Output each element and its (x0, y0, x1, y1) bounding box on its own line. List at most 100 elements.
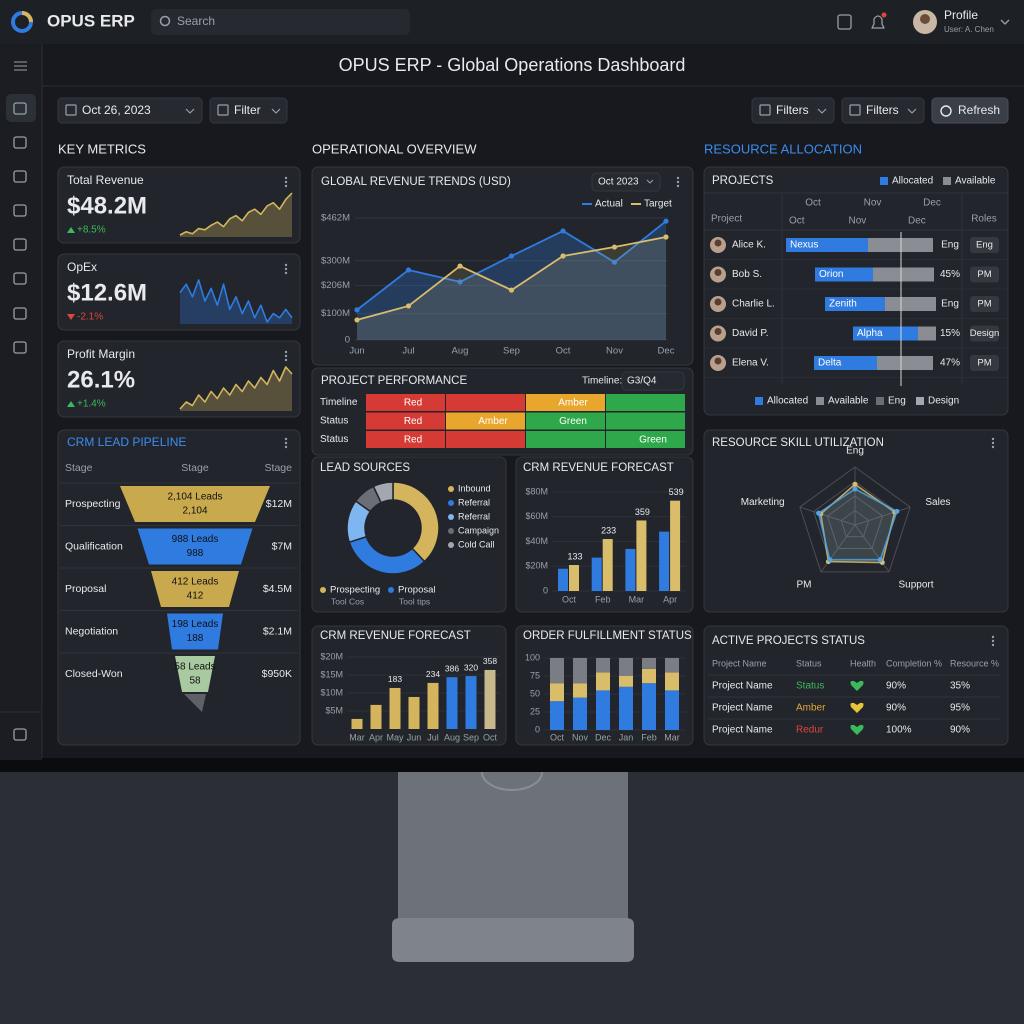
avatar-face (920, 14, 930, 24)
profile-user: User: A. Chen (944, 25, 994, 34)
avatar-face (714, 239, 722, 247)
filters-button-label[interactable]: Filters (776, 103, 809, 117)
stage-leads: 988 Leads (172, 534, 219, 545)
nav-icon[interactable] (13, 102, 27, 115)
bar-label: 359 (635, 507, 650, 517)
page-title: OPUS ERP - Global Operations Dashboard (339, 55, 686, 75)
bar-segment (573, 697, 587, 730)
nav-icon[interactable] (13, 272, 27, 285)
period-label[interactable]: Oct 2023 (598, 177, 639, 188)
project-name: Orion (819, 269, 843, 280)
sidebar (0, 44, 42, 760)
timeline-select[interactable] (621, 371, 685, 391)
stage-leads: 198 Leads (172, 619, 219, 630)
bar (465, 676, 477, 729)
search-box[interactable] (151, 9, 410, 35)
legend-swatch (755, 397, 763, 405)
legend-label: Inbound (458, 483, 491, 493)
menu-dots (991, 437, 995, 441)
column-header: Stage (65, 462, 93, 474)
nav-icon[interactable] (13, 136, 27, 149)
nav-icon[interactable] (13, 728, 27, 741)
column-header: Nov (849, 216, 867, 227)
stage-name: Negotiation (65, 625, 118, 637)
row-label: Status (320, 416, 348, 427)
project-name: Nexus (790, 240, 818, 251)
legend-label: Campaign (458, 525, 499, 535)
status: Redur (796, 725, 824, 736)
point (663, 218, 669, 224)
status-cell (446, 412, 525, 430)
filters-button-label[interactable]: Filters (866, 103, 899, 117)
allocation-detail: 45% (940, 269, 960, 280)
bar (558, 568, 568, 591)
calendar-icon[interactable] (837, 14, 852, 30)
timeline-value[interactable]: G3/Q4 (627, 376, 657, 387)
y-tick-label: 75 (530, 670, 540, 680)
trend-arrow (67, 401, 75, 407)
menu-dots (284, 271, 288, 275)
metric-value: $12.6M (67, 279, 147, 306)
refresh-button[interactable] (931, 97, 1009, 124)
x-tick-label: Nov (572, 732, 589, 742)
menu-dots (284, 358, 288, 362)
card (703, 429, 1009, 613)
nav-icon[interactable] (13, 204, 27, 217)
available-bar (918, 326, 936, 341)
card (57, 166, 301, 244)
chevron (817, 108, 827, 114)
resource: 95% (950, 703, 970, 714)
status-text: Green (559, 416, 587, 427)
x-tick-label: Oct (556, 346, 571, 357)
date-picker[interactable] (57, 97, 203, 124)
date-picker-label[interactable]: Oct 26, 2023 (82, 103, 151, 117)
row-label: Status (320, 434, 348, 445)
project-name: Alpha (857, 328, 883, 339)
nav-icon[interactable] (13, 238, 27, 251)
role-pill (970, 325, 999, 342)
nav-icon[interactable] (13, 170, 27, 183)
filters-button[interactable] (751, 97, 835, 124)
funnel-stage (120, 486, 270, 522)
legend-label: Design (928, 396, 959, 407)
column-header: Health (850, 658, 876, 668)
menu-dots (991, 639, 995, 643)
search-placeholder[interactable]: Search (177, 14, 215, 28)
axis-label: Support (898, 580, 933, 591)
profile-name[interactable]: Profile (944, 8, 978, 22)
filters-button[interactable] (841, 97, 925, 124)
x-tick-label: Apr (369, 732, 383, 742)
allocated-bar (853, 326, 918, 341)
stage-leads: 58 Leads (174, 662, 215, 673)
bar (408, 696, 420, 729)
completion: 90% (886, 703, 906, 714)
bar-segment (596, 690, 610, 730)
stage-value: $4.5M (263, 583, 292, 595)
bar-segment (619, 686, 633, 730)
stage-name: Closed-Won (65, 668, 123, 680)
stage-leads: 412 Leads (172, 577, 219, 588)
legend-swatch (448, 486, 454, 492)
legend-label: Referral (458, 497, 490, 507)
bar (670, 500, 681, 591)
legend-label: Referral (458, 511, 490, 521)
x-tick-label: Sep (503, 346, 520, 357)
timeline-label: Timeline: (582, 376, 622, 387)
column-header: Status (796, 658, 822, 668)
status-cell (446, 394, 525, 411)
menu-dots (991, 445, 995, 449)
refresh-label[interactable]: Refresh (958, 103, 1000, 117)
period-select[interactable] (591, 172, 661, 192)
card-title: CRM REVENUE FORECAST (320, 630, 471, 642)
nav-icon[interactable] (13, 307, 27, 320)
filter-button-label[interactable]: Filter (234, 103, 261, 117)
legend-note: Tool Cos (331, 596, 364, 606)
point (508, 253, 515, 259)
filter-button[interactable] (209, 97, 288, 124)
stage-count: 58 (189, 676, 201, 687)
point (457, 279, 463, 285)
nav-icon[interactable] (13, 341, 27, 354)
filters-button-icon (849, 104, 861, 116)
metric-change: +1.4% (77, 399, 106, 410)
column-header: Stage (181, 462, 209, 474)
